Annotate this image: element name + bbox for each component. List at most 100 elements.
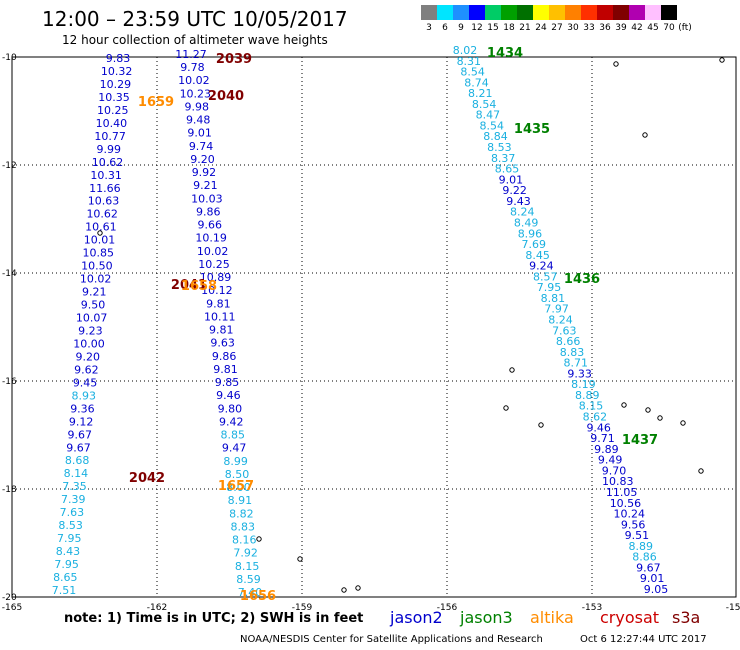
swh-value: 9.46 [586, 421, 611, 434]
swh-value: 9.89 [594, 443, 619, 456]
swh-value: 8.81 [541, 292, 566, 305]
swh-value: 9.81 [213, 363, 238, 376]
swh-value: 8.89 [628, 540, 653, 553]
swh-value: 10.31 [90, 169, 122, 182]
swh-value: 10.32 [101, 65, 133, 78]
swh-value: 9.67 [68, 428, 93, 441]
swh-value: 9.98 [185, 100, 210, 113]
colorbar-label: 33 [583, 23, 595, 33]
swh-value: 9.05 [644, 583, 669, 596]
swh-value: 8.62 [583, 411, 608, 424]
swh-value: 10.62 [92, 156, 124, 169]
swh-value: 10.63 [88, 195, 120, 208]
swh-value: 8.82 [229, 507, 254, 520]
island-outline [97, 230, 103, 236]
y-tick-label: -14 [2, 269, 17, 279]
island-outline [297, 556, 303, 562]
swh-value: 8.71 [564, 357, 589, 370]
island-outline [355, 585, 361, 591]
swh-value: 11.66 [89, 182, 121, 195]
island-outline [698, 468, 704, 474]
swh-value: 8.24 [548, 314, 573, 327]
swh-value: 9.67 [66, 441, 91, 454]
colorbar-swatch [629, 5, 645, 20]
colorbar [421, 5, 677, 20]
pass-label: 1434 [487, 46, 523, 61]
pass-label: 2041 [171, 278, 207, 293]
pass-label: 1658 [181, 279, 217, 294]
swh-value: 9.74 [189, 140, 214, 153]
swh-value: 9.33 [567, 367, 592, 380]
swh-value: 9.21 [82, 286, 107, 299]
island-outline [256, 536, 262, 542]
timestamp-text: Oct 6 12:27:44 UTC 2017 [580, 634, 707, 645]
pass-label: 1659 [138, 95, 174, 110]
swh-value: 11.05 [606, 486, 638, 499]
swh-value: 8.85 [220, 429, 245, 442]
swh-value: 9.70 [602, 464, 627, 477]
swh-value: 8.31 [457, 55, 482, 68]
colorbar-swatch [645, 5, 661, 20]
island-outline [509, 367, 515, 373]
island-outline [341, 587, 347, 593]
swh-value: 9.56 [621, 518, 646, 531]
colorbar-label: 18 [503, 23, 515, 33]
swh-value: 8.53 [58, 519, 83, 532]
colorbar-label: 39 [615, 23, 627, 33]
swh-value: 9.92 [192, 166, 217, 179]
swh-value: 9.36 [70, 402, 95, 415]
swh-value: 9.63 [210, 337, 235, 350]
swh-value: 9.62 [74, 363, 99, 376]
swh-value: 10.56 [610, 497, 642, 510]
swh-value: 8.15 [579, 400, 604, 413]
swh-value: 9.21 [193, 179, 218, 192]
colorbar-swatch [437, 5, 453, 20]
island-outline [680, 420, 686, 426]
swh-value: 10.07 [76, 312, 108, 325]
swh-value: 9.20 [190, 153, 215, 166]
swh-value: 8.54 [472, 98, 497, 111]
swh-value: 9.01 [187, 127, 212, 140]
swh-value: 8.24 [510, 206, 535, 219]
colorbar-swatch [549, 5, 565, 20]
pass-label: 1436 [564, 272, 600, 287]
swh-value: 9.20 [75, 350, 100, 363]
colorbar-swatch [469, 5, 485, 20]
swh-value: 8.54 [460, 66, 485, 79]
swh-value: 10.12 [201, 284, 233, 297]
swh-value: 9.01 [640, 572, 665, 585]
colorbar-swatch [453, 5, 469, 20]
swh-value: 8.89 [575, 389, 600, 402]
swh-value: 8.15 [235, 560, 260, 573]
swh-value: 10.03 [191, 192, 223, 205]
colorbar-label: 30 [567, 23, 579, 33]
swh-value: 9.80 [218, 402, 243, 415]
island-outline [719, 57, 725, 63]
colorbar-swatch [597, 5, 613, 20]
legend-jason2: jason2 [390, 608, 443, 627]
swh-value: 8.96 [518, 227, 543, 240]
plot-frame [11, 56, 737, 598]
swh-value: 7.95 [54, 558, 79, 571]
swh-value: 10.02 [178, 74, 210, 87]
y-tick-label: -18 [2, 485, 17, 495]
chart-title: 12:00 – 23:59 UTC 10/05/2017 [42, 7, 348, 31]
colorbar-swatch [485, 5, 501, 20]
swh-value: 8.54 [479, 119, 504, 132]
y-tick-label: -20 [2, 593, 17, 603]
swh-value: 8.83 [560, 346, 585, 359]
swh-value: 9.67 [636, 561, 661, 574]
swh-value: 7.40 [238, 586, 263, 599]
pass-label: 2040 [208, 89, 244, 104]
pass-label: 2042 [129, 471, 165, 486]
pass-label: 1656 [240, 589, 276, 604]
colorbar-label: 9 [458, 23, 464, 33]
swh-value: 9.22 [502, 184, 527, 197]
swh-value: 8.59 [236, 573, 261, 586]
note-text: note: 1) Time is in UTC; 2) SWH is in fe… [64, 611, 364, 626]
pass-label: 2039 [216, 52, 252, 67]
swh-value: 10.02 [80, 273, 112, 286]
island-outline [657, 415, 663, 421]
island-outline [645, 407, 651, 413]
